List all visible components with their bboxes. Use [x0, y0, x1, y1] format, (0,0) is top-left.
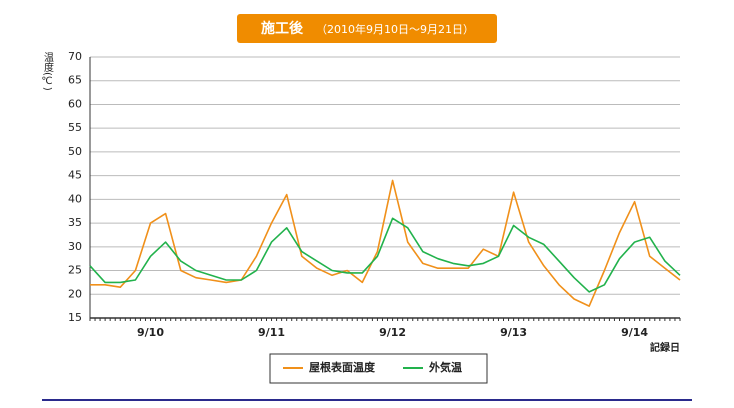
y-tick-label: 50	[68, 145, 82, 158]
y-tick-label: 25	[68, 264, 82, 277]
x-tick-label: 9/14	[621, 326, 648, 339]
y-tick-label: 60	[68, 97, 82, 110]
y-tick-label: 20	[68, 287, 82, 300]
y-tick-label: 55	[68, 121, 82, 134]
y-tick-label: 35	[68, 216, 82, 229]
x-axis-label: 記録日	[650, 341, 680, 354]
series-line	[89, 217, 681, 293]
title-box	[237, 14, 497, 43]
x-tick-label: 9/11	[258, 326, 285, 339]
legend-label: 外気温	[428, 360, 462, 374]
x-tick-label: 9/10	[137, 326, 164, 339]
x-tick-label: 9/13	[500, 326, 527, 339]
chart-subtitle: （2010年9月10日〜9月21日）	[316, 22, 474, 36]
y-tick-label: 70	[68, 50, 82, 63]
y-tick-label: 40	[68, 192, 82, 205]
y-axis-label: 温度(℃)	[41, 52, 53, 91]
y-tick-label: 30	[68, 240, 82, 253]
y-tick-label: 65	[68, 74, 82, 87]
chart-title: 施工後	[261, 20, 304, 37]
series-line	[90, 179, 681, 307]
y-tick-label: 45	[68, 169, 82, 182]
legend-label: 屋根表面温度	[309, 360, 376, 374]
y-tick-label: 15	[68, 311, 82, 324]
legend-box	[269, 353, 488, 384]
x-tick-label: 9/12	[379, 326, 406, 339]
